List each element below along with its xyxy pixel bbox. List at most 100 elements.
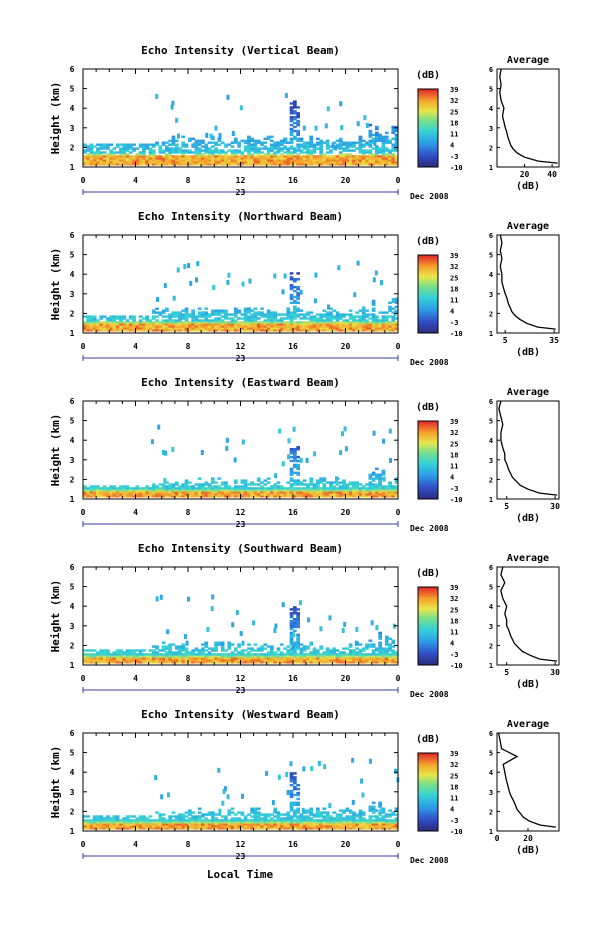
heatmap-cell [112,659,117,662]
heatmap-cell [358,157,363,160]
heatmap-cell [132,661,136,664]
heatmap-cell [296,309,300,312]
heatmap-cell [391,161,396,164]
heatmap-cell [112,815,117,818]
heatmap-cell [375,487,379,490]
heatmap-cell [299,819,304,822]
heatmap-cell [220,315,225,318]
heatmap-cell [293,823,297,826]
heatmap-cell [181,323,186,326]
heatmap-cell [174,653,179,656]
heatmap-cell [142,163,146,166]
heatmap-cell [237,645,241,648]
heatmap-cell [388,661,392,664]
heatmap-cell [201,487,205,490]
heatmap-cell [286,321,291,324]
heatmap-cell [325,493,330,496]
avg-y-tick-label: 4 [489,437,493,445]
heatmap-cell [119,161,123,164]
heatmap-cell [253,815,258,818]
heatmap-cell [316,325,320,328]
heatmap-cell [115,157,120,160]
heatmap-cell [233,137,238,140]
heatmap-cell [293,450,297,453]
heatmap-cell [296,621,300,625]
heatmap-cell [391,319,396,322]
heatmap-cell [233,155,238,158]
heatmap-cell [194,155,199,158]
heatmap-cell [270,813,274,816]
heatmap-cell [247,823,251,826]
heatmap-cell [388,141,392,144]
heatmap-cell [394,821,399,824]
heatmap-cell [361,321,366,324]
heatmap-cell [394,135,399,138]
heatmap-cell [273,145,277,148]
avg-y-tick-label: 5 [489,418,493,426]
heatmap-cell [184,149,189,152]
heatmap-cell [83,151,87,154]
heatmap-cell [260,825,264,828]
heatmap-cell [184,321,189,324]
heatmap-cell [184,313,189,316]
heatmap-cell [312,487,317,490]
heatmap-cell [83,653,87,656]
x-tick-label: 12 [236,508,246,517]
heatmap-cell [296,616,300,619]
heatmap-cell [188,809,192,812]
heatmap-cell [312,163,317,166]
heatmap-cell [378,643,382,646]
heatmap-cell [125,163,130,166]
heatmap-cell [293,813,297,816]
heatmap-cell [174,325,179,328]
heatmap-cell [250,329,254,332]
heatmap-cell [253,317,258,320]
heatmap-cell [279,651,284,654]
heatmap-cell [293,772,297,775]
heatmap-cell [122,825,127,828]
heatmap-cell [224,485,228,488]
heatmap-cell [256,653,261,656]
heatmap-cell [335,476,338,482]
heatmap-cell [260,489,264,492]
heatmap-cell [86,825,90,828]
heatmap-cell [293,135,297,138]
heatmap-cell [253,163,258,166]
heatmap-cell [138,155,143,158]
heatmap-cell [286,147,291,150]
heatmap-cell [273,483,277,486]
heatmap-cell [237,659,241,662]
heatmap-cell [106,327,110,330]
heatmap-cell [112,157,117,160]
heatmap-cell [165,823,169,826]
heatmap-cell [388,813,392,816]
heatmap-cell [316,493,320,496]
heatmap-cell [165,661,169,664]
heatmap-cell [184,823,189,826]
heatmap-cell [155,325,159,328]
heatmap-cell [325,655,330,658]
heatmap-cell [266,159,271,162]
heatmap-cell [240,489,245,492]
heatmap-cell [132,823,136,826]
heatmap-cell [214,125,218,131]
heatmap-cell [96,163,100,166]
heatmap-cell [86,159,90,162]
heatmap-cell [378,163,382,166]
heatmap-cell [191,143,195,146]
heatmap-cell [355,659,359,662]
heatmap-cell [388,309,392,312]
heatmap-cell [135,819,140,822]
colorbar-tick-label: 4 [450,806,454,814]
heatmap-cell [325,815,330,818]
heatmap-cell [365,151,369,154]
heatmap-cell [211,817,215,820]
heatmap-cell [338,655,343,658]
heatmap-cell [240,657,245,660]
heatmap-cell [109,817,113,820]
heatmap-cell [368,135,373,138]
heatmap-cell [306,659,310,662]
heatmap-cell [266,493,271,496]
heatmap-cell [188,489,192,492]
heatmap-cell [309,641,314,644]
